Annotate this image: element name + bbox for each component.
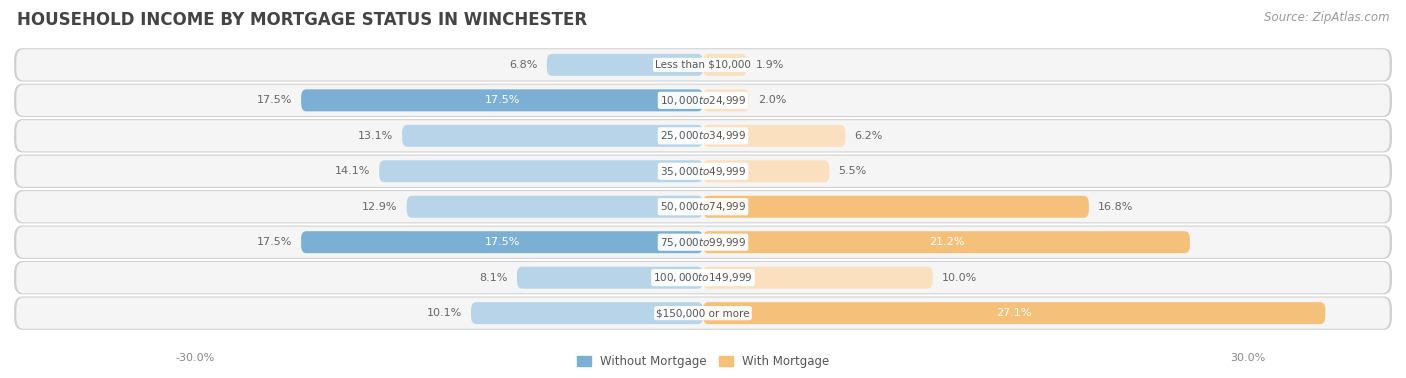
Text: $35,000 to $49,999: $35,000 to $49,999 bbox=[659, 165, 747, 178]
Text: 17.5%: 17.5% bbox=[485, 237, 520, 247]
FancyBboxPatch shape bbox=[703, 196, 1088, 218]
Text: 30.0%: 30.0% bbox=[1230, 353, 1265, 363]
FancyBboxPatch shape bbox=[14, 119, 1392, 152]
FancyBboxPatch shape bbox=[14, 296, 1392, 330]
Text: 16.8%: 16.8% bbox=[1098, 202, 1133, 212]
FancyBboxPatch shape bbox=[14, 84, 1392, 117]
FancyBboxPatch shape bbox=[14, 190, 1392, 223]
FancyBboxPatch shape bbox=[301, 89, 703, 112]
Text: 13.1%: 13.1% bbox=[357, 131, 392, 141]
FancyBboxPatch shape bbox=[17, 85, 1389, 116]
FancyBboxPatch shape bbox=[17, 226, 1389, 258]
FancyBboxPatch shape bbox=[17, 262, 1389, 293]
Text: 8.1%: 8.1% bbox=[479, 273, 508, 283]
FancyBboxPatch shape bbox=[17, 156, 1389, 187]
Text: 6.2%: 6.2% bbox=[855, 131, 883, 141]
FancyBboxPatch shape bbox=[471, 302, 703, 324]
Text: $100,000 to $149,999: $100,000 to $149,999 bbox=[654, 271, 752, 284]
FancyBboxPatch shape bbox=[517, 266, 703, 289]
FancyBboxPatch shape bbox=[301, 231, 703, 253]
FancyBboxPatch shape bbox=[14, 48, 1392, 82]
Text: 5.5%: 5.5% bbox=[838, 166, 866, 176]
FancyBboxPatch shape bbox=[703, 302, 1326, 324]
Text: 6.8%: 6.8% bbox=[509, 60, 537, 70]
Legend: Without Mortgage, With Mortgage: Without Mortgage, With Mortgage bbox=[572, 350, 834, 373]
Text: 14.1%: 14.1% bbox=[335, 166, 370, 176]
Text: 27.1%: 27.1% bbox=[997, 308, 1032, 318]
Text: $150,000 or more: $150,000 or more bbox=[657, 308, 749, 318]
FancyBboxPatch shape bbox=[703, 266, 932, 289]
FancyBboxPatch shape bbox=[703, 54, 747, 76]
FancyBboxPatch shape bbox=[547, 54, 703, 76]
FancyBboxPatch shape bbox=[703, 125, 845, 147]
FancyBboxPatch shape bbox=[17, 120, 1389, 152]
FancyBboxPatch shape bbox=[17, 191, 1389, 222]
Text: 17.5%: 17.5% bbox=[256, 237, 292, 247]
Text: 12.9%: 12.9% bbox=[363, 202, 398, 212]
Text: 10.1%: 10.1% bbox=[426, 308, 461, 318]
FancyBboxPatch shape bbox=[406, 196, 703, 218]
Text: -30.0%: -30.0% bbox=[176, 353, 215, 363]
FancyBboxPatch shape bbox=[703, 89, 749, 112]
Text: 1.9%: 1.9% bbox=[756, 60, 785, 70]
FancyBboxPatch shape bbox=[14, 226, 1392, 259]
FancyBboxPatch shape bbox=[17, 297, 1389, 329]
Text: $25,000 to $34,999: $25,000 to $34,999 bbox=[659, 129, 747, 142]
FancyBboxPatch shape bbox=[703, 231, 1189, 253]
FancyBboxPatch shape bbox=[380, 160, 703, 182]
FancyBboxPatch shape bbox=[17, 49, 1389, 81]
Text: 10.0%: 10.0% bbox=[942, 273, 977, 283]
Text: 17.5%: 17.5% bbox=[485, 95, 520, 105]
Text: 21.2%: 21.2% bbox=[929, 237, 965, 247]
FancyBboxPatch shape bbox=[703, 160, 830, 182]
Text: Source: ZipAtlas.com: Source: ZipAtlas.com bbox=[1264, 11, 1389, 24]
Text: $50,000 to $74,999: $50,000 to $74,999 bbox=[659, 200, 747, 213]
Text: Less than $10,000: Less than $10,000 bbox=[655, 60, 751, 70]
Text: HOUSEHOLD INCOME BY MORTGAGE STATUS IN WINCHESTER: HOUSEHOLD INCOME BY MORTGAGE STATUS IN W… bbox=[17, 11, 586, 29]
Text: 17.5%: 17.5% bbox=[256, 95, 292, 105]
FancyBboxPatch shape bbox=[14, 261, 1392, 294]
FancyBboxPatch shape bbox=[402, 125, 703, 147]
Text: $75,000 to $99,999: $75,000 to $99,999 bbox=[659, 236, 747, 249]
Text: 2.0%: 2.0% bbox=[758, 95, 786, 105]
Text: $10,000 to $24,999: $10,000 to $24,999 bbox=[659, 94, 747, 107]
FancyBboxPatch shape bbox=[14, 155, 1392, 188]
